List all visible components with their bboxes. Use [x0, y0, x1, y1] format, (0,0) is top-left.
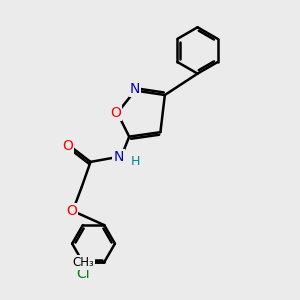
- Text: O: O: [62, 139, 73, 152]
- Text: N: N: [130, 82, 140, 96]
- Text: H: H: [130, 155, 140, 168]
- Text: O: O: [110, 106, 121, 120]
- Text: CH₃: CH₃: [73, 256, 94, 269]
- Text: N: N: [114, 150, 124, 164]
- Text: O: O: [66, 204, 77, 218]
- Text: Cl: Cl: [76, 267, 90, 281]
